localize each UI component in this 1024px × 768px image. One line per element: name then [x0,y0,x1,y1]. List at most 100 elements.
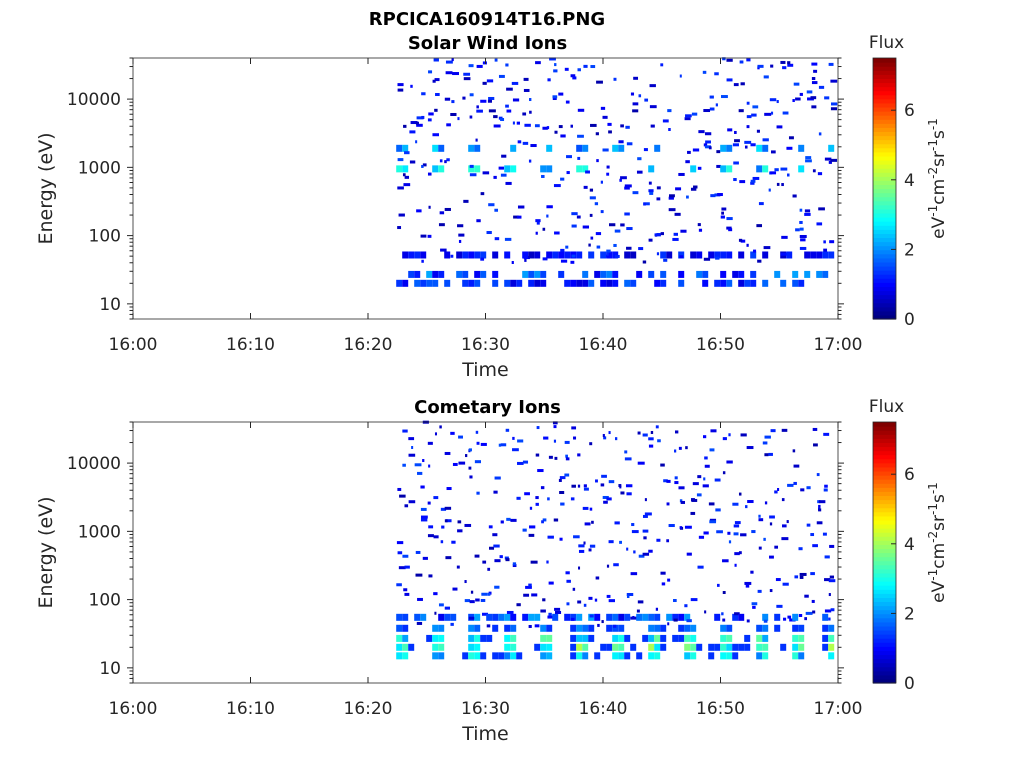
data-cell [642,552,650,556]
data-cell [624,634,631,642]
data-cell [501,154,507,158]
data-cell [756,624,763,632]
data-cell [812,544,818,548]
data-cell [428,525,434,529]
data-cell [438,634,445,642]
data-cell [464,523,472,527]
data-cell [452,587,458,591]
x-tick-label: 16:50 [696,699,745,719]
data-cell [480,442,487,446]
data-cell [643,202,646,206]
data-cell [451,100,455,104]
data-cell [522,112,527,116]
data-cell [722,591,726,595]
data-cell [805,611,813,615]
colorbar-tick-label: 2 [904,240,915,260]
data-cell [420,515,428,519]
colorbar-step [873,511,896,517]
data-cell [828,617,831,621]
colorbar-step [873,237,896,243]
data-cell [535,61,541,65]
data-cell [576,634,583,642]
data-cell [566,579,571,583]
data-cell [680,500,686,504]
data-cell [444,97,451,101]
data-cell [542,518,547,522]
data-cell [499,555,503,559]
colorbar-step [873,650,896,656]
data-cell [678,486,685,490]
data-cell [558,270,565,278]
data-cell [717,193,723,197]
data-cell [703,257,711,261]
data-cell [426,279,433,287]
data-cell [552,97,557,101]
colorbar-step [873,135,896,141]
data-cell [697,223,701,227]
data-cell [504,613,511,621]
data-cell [494,476,501,480]
colorbar-step [873,74,896,79]
colorbar-step [873,229,896,234]
colorbar-step [873,466,896,472]
data-cell [534,643,541,651]
data-cell [762,652,769,660]
data-cell [769,522,773,526]
data-cell [573,436,577,440]
data-cell [434,611,437,615]
data-cell [830,79,838,83]
data-cell [403,183,411,187]
data-cell [456,565,460,569]
data-cell [462,251,469,259]
data-cell [445,60,453,64]
colorbar-step [873,221,896,226]
data-cell [655,607,659,611]
data-cell [566,155,572,159]
data-cell [476,109,483,113]
colorbar-step [873,674,896,680]
data-cell [441,525,445,529]
data-cell [722,618,726,622]
data-cell [530,144,537,148]
data-cell [446,123,451,127]
data-cell [673,599,677,603]
data-cell [602,148,609,152]
colorbar-step [873,98,896,104]
data-cell [559,476,566,480]
colorbar-step [873,119,896,124]
data-cell [746,58,751,62]
data-cell [535,453,540,457]
data-cell [576,144,583,152]
data-cell [402,165,409,173]
data-cell [492,624,499,632]
data-cell [690,624,697,632]
data-cell [602,254,609,258]
data-cell [824,96,830,100]
data-cell [522,251,529,259]
data-cell [402,173,406,177]
colorbar-step [873,540,896,545]
data-cell [582,506,589,510]
data-cell [492,251,499,259]
data-cell [482,560,487,564]
data-cell [696,251,703,259]
data-cell [522,613,529,621]
data-cell [602,115,608,119]
colorbar-step [873,212,896,218]
data-cell [428,574,433,578]
data-cell [786,251,793,259]
data-cell [684,117,691,121]
data-cell [468,643,475,651]
data-cell [421,259,424,263]
data-cell [570,74,576,78]
data-cell [427,534,434,538]
data-cell [427,172,432,176]
data-cell [432,79,436,83]
data-cell [830,107,838,111]
x-tick-label: 16:50 [696,335,745,355]
colorbar-tick-label: 6 [904,465,915,485]
data-cell [650,430,654,434]
data-cell [469,600,475,604]
data-cell [660,571,666,575]
